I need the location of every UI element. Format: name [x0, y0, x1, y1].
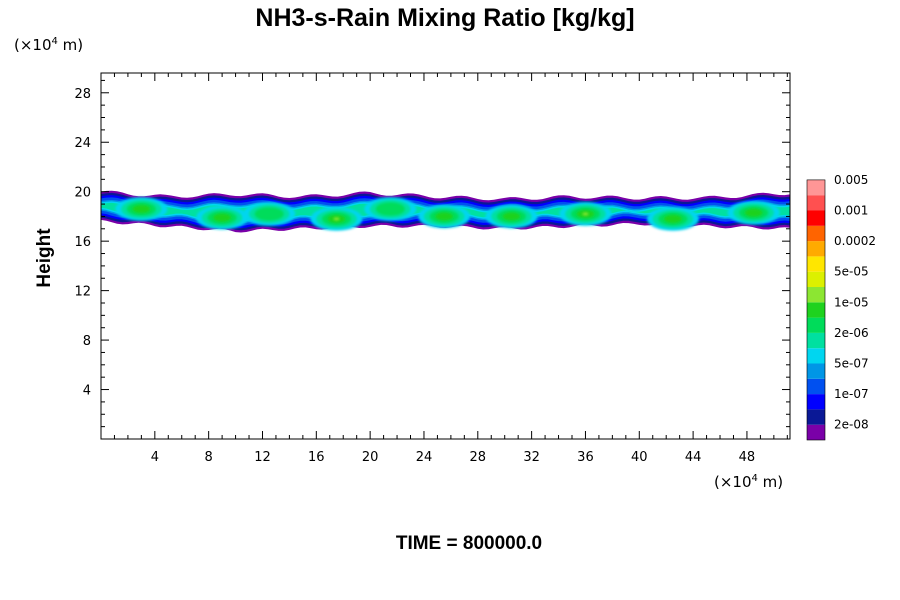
x-tick-label: 44 [685, 450, 702, 465]
y-tick-label: 12 [74, 285, 91, 300]
colorbar-label: 0.005 [834, 173, 868, 187]
field-cell [333, 217, 340, 221]
colorbar-swatch [807, 348, 825, 364]
y-tick-label: 8 [83, 334, 91, 349]
colorbar-swatch [807, 394, 825, 410]
x-tick-label: 40 [631, 450, 648, 465]
field-cell [582, 212, 589, 216]
x-tick-label: 16 [308, 450, 325, 465]
field-cell [132, 204, 151, 214]
y-axis-label: Height [34, 228, 55, 288]
colorbar-swatch [807, 256, 825, 272]
x-tick-label: 28 [470, 450, 487, 465]
chart-title: NH3-s-Rain Mixing Ratio [kg/kg] [255, 4, 634, 32]
x-tick-label: 12 [254, 450, 271, 465]
y-tick-label: 4 [83, 384, 91, 399]
colorbar-swatch [807, 195, 825, 211]
x-tick-label: 36 [577, 450, 594, 465]
colorbar-label: 0.001 [834, 204, 868, 218]
colorbar-swatch [807, 317, 825, 333]
x-tick-label: 32 [523, 450, 540, 465]
colorbar-swatch [807, 424, 825, 440]
colorbar-swatch [807, 332, 825, 349]
x-tick-label: 4 [151, 450, 159, 465]
x-axis-unit: (×104 m) [714, 473, 783, 491]
colorbar-label: 1e-05 [834, 295, 869, 309]
mixing-ratio-field [101, 190, 790, 233]
plot-area [101, 73, 790, 439]
colorbar-swatch [807, 225, 825, 242]
colorbar-swatch [807, 302, 825, 318]
x-tick-label: 24 [416, 450, 433, 465]
x-axis: 4 8 12 16 20 24 28 32 36 40 44 48 [113, 73, 788, 465]
colorbar-swatch [807, 179, 825, 196]
y-axis: 4 8 12 16 20 24 28 [74, 79, 790, 428]
field-cell [375, 202, 405, 216]
colorbar: 2e-08 1e-07 5e-07 2e-06 1e-05 5e-05 0.0002 0.00… [806, 173, 876, 441]
colorbar-label: 0.0002 [834, 234, 876, 248]
colorbar-swatch [807, 409, 825, 425]
field-cell [664, 214, 682, 223]
y-axis-unit: (×104 m) [14, 36, 83, 54]
field-cell [213, 213, 231, 222]
plot-frame [100, 72, 791, 440]
x-tick-label: 8 [205, 450, 213, 465]
y-tick-label: 20 [74, 186, 91, 201]
x-tick-label: 48 [739, 450, 756, 465]
y-tick-label: 28 [74, 87, 91, 102]
y-tick-label: 16 [74, 235, 91, 250]
colorbar-label: 1e-07 [834, 387, 869, 401]
colorbar-frame [806, 179, 826, 441]
colorbar-swatch [807, 378, 825, 395]
colorbar-label: 5e-05 [834, 265, 869, 279]
y-tick-label: 24 [74, 136, 91, 151]
colorbar-swatch [807, 271, 825, 287]
colorbar-swatch [807, 363, 825, 379]
field-cell [435, 212, 453, 221]
colorbar-swatch [807, 241, 825, 257]
time-label: TIME = 800000.0 [396, 533, 542, 554]
field-cell [502, 212, 521, 221]
colorbar-label: 5e-07 [834, 357, 869, 371]
colorbar-swatch [807, 210, 825, 226]
colorbar-label: 2e-06 [834, 326, 869, 340]
field-cell [744, 208, 763, 217]
colorbar-label: 2e-08 [834, 418, 869, 432]
x-tick-label: 20 [362, 450, 379, 465]
colorbar-swatch [807, 287, 825, 303]
field-cell [254, 207, 284, 221]
